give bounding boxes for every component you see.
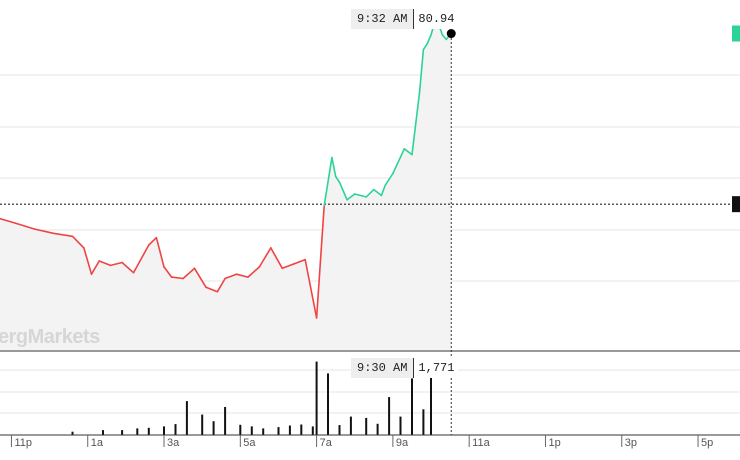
price-line-segment	[269, 247, 284, 270]
volume-crosshair-value: 1,771	[414, 358, 459, 378]
reference-marker	[732, 196, 740, 213]
price-line-segment	[258, 247, 272, 268]
volume-bar	[121, 430, 124, 435]
price-line-segment	[216, 277, 226, 293]
last-price-marker	[732, 25, 740, 42]
price-crosshair-value: 80.94	[414, 9, 459, 29]
price-line-segment	[380, 184, 387, 197]
price-line-segment	[14, 222, 36, 230]
price-crosshair-time: 9:32 AM	[351, 9, 414, 29]
price-line-segment	[331, 156, 337, 178]
volume-bar	[288, 425, 291, 435]
volume-bar	[102, 430, 104, 435]
volume-bar	[349, 416, 352, 435]
price-line-segment	[422, 42, 429, 51]
price-line-segment	[148, 236, 158, 246]
watermark: ergMarkets	[0, 326, 100, 348]
x-tick-label: 7a	[320, 437, 333, 449]
volume-bar	[327, 373, 329, 435]
price-line-segment	[83, 247, 93, 276]
price-line-segment	[281, 263, 295, 270]
price-line-segment	[98, 260, 112, 267]
volume-bar	[430, 376, 432, 435]
price-line-segment	[346, 193, 356, 201]
x-tick-label: 1p	[548, 437, 560, 449]
price-line-segment	[205, 286, 219, 293]
volume-bar	[71, 431, 74, 435]
volume-bar	[163, 426, 165, 435]
volume-bar	[300, 424, 303, 435]
price-line-segment	[132, 244, 150, 274]
price-line-segment	[338, 181, 345, 192]
volume-bar	[136, 428, 139, 435]
price-line-segment	[426, 34, 432, 45]
price-line-segment	[52, 232, 74, 238]
price-line-segment	[315, 204, 326, 319]
price-line-segment	[342, 190, 348, 201]
x-tick-label: 5a	[243, 437, 256, 449]
volume-crosshair-time: 9:30 AM	[351, 358, 414, 378]
crosshair-dot	[446, 29, 456, 39]
x-tick-label: 3p	[625, 437, 637, 449]
price-line-segment	[365, 188, 375, 198]
volume-bar	[315, 361, 318, 435]
price-line-segment	[170, 276, 184, 280]
volume-bar	[174, 424, 177, 435]
price-line-segment	[411, 91, 421, 156]
price-line-segment	[247, 266, 261, 278]
price-line-segment	[0, 217, 17, 224]
price-line-segment	[109, 261, 123, 267]
price-line-segment	[155, 236, 165, 268]
volume-bar	[224, 407, 227, 435]
price-line-segment	[323, 156, 333, 207]
volume-bar	[388, 397, 391, 435]
price-line-segment	[121, 261, 135, 274]
volume-bar	[365, 417, 368, 435]
volume-bar	[376, 423, 379, 435]
x-tick-label: 9a	[396, 437, 409, 449]
volume-bar	[277, 427, 280, 435]
price-line-segment	[353, 193, 368, 198]
x-tick-label: 1a	[91, 437, 104, 449]
volume-bar	[338, 425, 341, 435]
x-tick-label: 5p	[701, 437, 713, 449]
volume-bar	[422, 409, 425, 435]
volume-bar	[399, 416, 402, 435]
price-line-segment	[304, 258, 318, 319]
price-area	[0, 21, 452, 351]
volume-bar	[239, 424, 242, 435]
price-line-segment	[235, 273, 249, 278]
price-line-segment	[182, 267, 196, 280]
volume-crosshair-label: 9:30 AM 1,771	[351, 358, 459, 378]
x-tick-label: 3a	[167, 437, 180, 449]
x-tick-label: 11p	[14, 437, 32, 449]
price-line-segment	[403, 148, 413, 156]
volume-bar	[262, 428, 265, 435]
price-line-segment	[418, 48, 425, 93]
volume-bar	[411, 378, 413, 435]
price-line-segment	[334, 175, 341, 184]
volume-bar	[212, 421, 215, 435]
volume-bar	[147, 427, 150, 435]
price-line-segment	[163, 266, 173, 278]
price-line-segment	[71, 235, 85, 249]
price-line-segment	[392, 148, 406, 175]
price-line-segment	[372, 188, 383, 197]
volume-bar	[185, 401, 188, 435]
price-line-segment	[441, 34, 448, 41]
volume-bar	[311, 426, 314, 435]
price-line-segment	[384, 172, 394, 186]
price-line-segment	[224, 273, 238, 280]
price-line-segment	[193, 267, 207, 289]
price-line-segment	[33, 228, 55, 235]
price-crosshair-label: 9:32 AM 80.94	[351, 9, 459, 29]
x-tick-label: 11a	[472, 437, 490, 449]
price-line-segment	[292, 258, 307, 265]
volume-bar	[250, 426, 253, 435]
volume-bar	[201, 414, 204, 435]
price-line-segment	[90, 260, 100, 276]
